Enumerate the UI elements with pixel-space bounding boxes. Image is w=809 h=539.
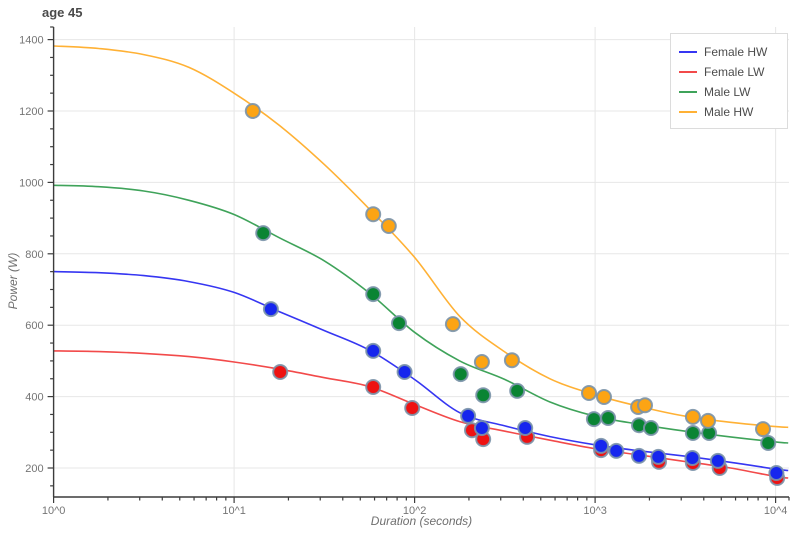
point-male-hw[interactable] [637, 397, 653, 414]
point-male-hw[interactable] [244, 103, 261, 119]
point-male-hw[interactable] [380, 218, 397, 234]
legend: Female HW Female LW Male LW Male HW [670, 33, 788, 129]
y-tick-label: 1200 [19, 106, 43, 118]
point-male-lw[interactable] [391, 315, 407, 332]
point-female-hw[interactable] [396, 364, 413, 380]
point-male-lw[interactable] [365, 286, 382, 303]
y-tick-label: 1000 [19, 177, 43, 189]
point-male-lw[interactable] [475, 387, 492, 404]
curve-male-lw [53, 184, 789, 444]
legend-label: Female LW [704, 65, 765, 79]
point-female-hw[interactable] [517, 420, 534, 436]
point-female-hw[interactable] [709, 452, 726, 469]
x-axis-title: Duration (seconds) [370, 514, 473, 528]
y-tick-label: 800 [25, 249, 43, 261]
legend-item-female-lw[interactable]: Female LW [671, 62, 787, 82]
curve-female-hw [53, 270, 789, 472]
point-male-hw[interactable] [503, 352, 520, 369]
point-male-hw[interactable] [684, 408, 701, 425]
point-female-lw[interactable] [272, 364, 289, 380]
point-male-lw[interactable] [585, 411, 602, 428]
point-male-hw[interactable] [755, 421, 771, 438]
point-female-hw[interactable] [768, 465, 785, 481]
point-female-hw[interactable] [650, 448, 667, 465]
legend-swatch-female-lw [679, 71, 697, 73]
legend-label: Male LW [704, 85, 751, 99]
y-tick-label: 1400 [19, 35, 43, 47]
point-female-hw[interactable] [684, 450, 701, 466]
x-tick-label: 10^3 [583, 505, 607, 517]
point-male-lw[interactable] [255, 225, 272, 242]
point-female-hw[interactable] [593, 437, 610, 454]
x-tick-label: 10^4 [764, 505, 788, 517]
y-tick-label: 200 [25, 463, 43, 475]
point-male-lw[interactable] [509, 382, 526, 399]
legend-item-female-hw[interactable]: Female HW [671, 42, 787, 62]
point-female-hw[interactable] [262, 301, 279, 318]
point-male-lw[interactable] [643, 420, 659, 436]
point-male-lw[interactable] [452, 366, 469, 383]
legend-swatch-male-lw [679, 91, 697, 93]
point-male-hw[interactable] [581, 385, 597, 401]
legend-item-male-lw[interactable]: Male LW [671, 82, 787, 102]
x-tick-label: 10^0 [42, 505, 66, 517]
legend-item-male-hw[interactable]: Male HW [671, 102, 787, 122]
point-male-lw[interactable] [600, 410, 617, 426]
point-male-lw[interactable] [760, 435, 777, 451]
point-male-hw[interactable] [365, 206, 382, 223]
legend-label: Male HW [704, 105, 754, 119]
legend-swatch-female-hw [679, 51, 697, 53]
x-tick-label: 10^1 [222, 505, 246, 517]
point-male-hw[interactable] [444, 316, 461, 333]
point-female-hw[interactable] [460, 407, 477, 424]
point-female-hw[interactable] [608, 442, 625, 459]
point-male-lw[interactable] [684, 425, 701, 441]
point-female-hw[interactable] [473, 420, 490, 436]
y-tick-label: 400 [25, 392, 43, 404]
chart-title: age 45 [42, 5, 83, 20]
point-male-hw[interactable] [700, 412, 716, 429]
point-male-hw[interactable] [473, 354, 490, 370]
point-female-hw[interactable] [631, 447, 647, 464]
y-axis-title: Power (W) [6, 252, 20, 310]
point-female-hw[interactable] [365, 342, 382, 359]
x-tick-label: 10^2 [403, 505, 427, 517]
point-male-hw[interactable] [596, 389, 612, 405]
y-tick-label: 600 [25, 320, 43, 332]
legend-swatch-male-hw [679, 111, 697, 113]
legend-label: Female HW [704, 45, 768, 59]
point-female-lw[interactable] [365, 379, 382, 395]
point-female-lw[interactable] [404, 400, 421, 416]
